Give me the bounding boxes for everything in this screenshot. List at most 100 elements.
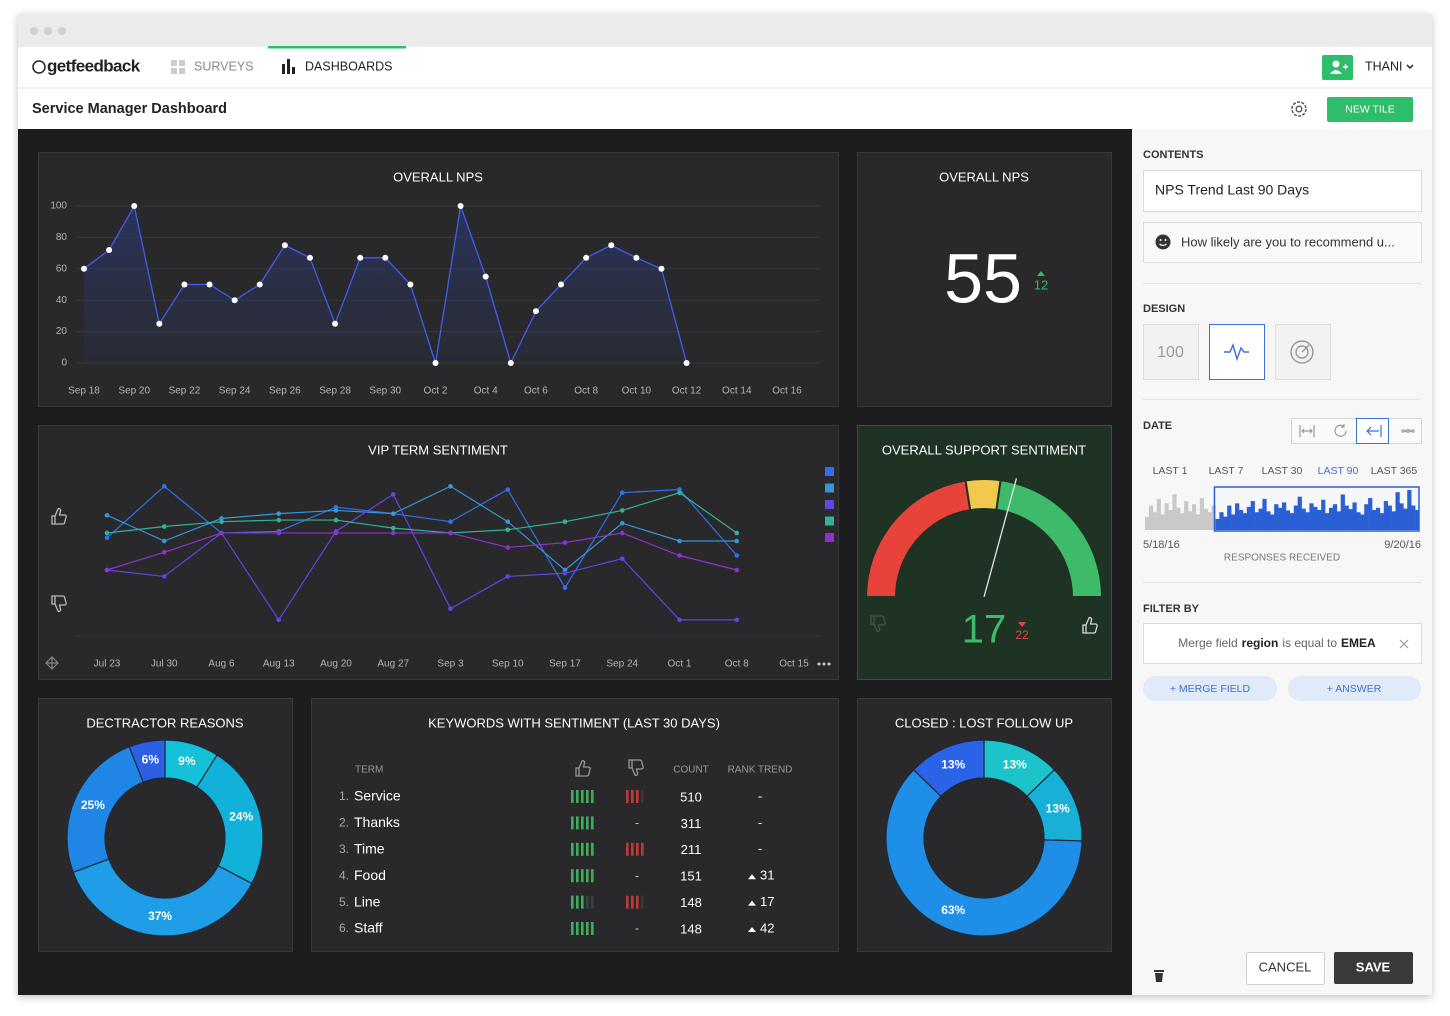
- date-range-option[interactable]: LAST 30: [1262, 465, 1303, 477]
- date-range-option[interactable]: LAST 7: [1209, 465, 1244, 477]
- cancel-button[interactable]: [1246, 952, 1325, 985]
- histogram-bar: [1407, 490, 1412, 530]
- histogram-bar: [1195, 514, 1201, 530]
- design-option[interactable]: [1275, 324, 1331, 380]
- meter-tick: [586, 790, 589, 803]
- histogram-bar: [1258, 508, 1263, 530]
- title-bar: [18, 14, 1432, 47]
- histogram-bar: [1399, 503, 1404, 530]
- histogram-bar: [1176, 507, 1181, 530]
- button-label[interactable]: + MERGE FIELD: [1170, 683, 1251, 695]
- column-header: COUNT: [673, 765, 709, 776]
- tile[interactable]: [38, 425, 839, 680]
- point: [734, 530, 740, 536]
- line: [106, 492, 738, 534]
- date-mode-all[interactable]: [1401, 429, 1415, 433]
- question-select[interactable]: [1143, 222, 1422, 263]
- user-menu-chevron[interactable]: [1406, 64, 1414, 70]
- point: [448, 519, 453, 524]
- legend-swatch: [825, 467, 834, 476]
- button-label[interactable]: + ANSWER: [1327, 683, 1382, 695]
- more-menu[interactable]: [817, 662, 831, 666]
- point: [357, 254, 364, 261]
- move-icon[interactable]: [45, 656, 59, 670]
- point: [583, 254, 590, 261]
- point: [562, 570, 568, 576]
- positive-meter: [571, 842, 594, 856]
- question[interactable]: How likely are you to recommend u...: [1181, 234, 1395, 249]
- window-dot[interactable]: [44, 27, 52, 35]
- donut-slice: [912, 739, 985, 798]
- histogram-bar: [1336, 511, 1342, 530]
- tile[interactable]: [311, 698, 839, 952]
- point: [505, 487, 511, 492]
- button-label[interactable]: SAVE: [1356, 959, 1391, 974]
- point: [104, 530, 110, 536]
- tile-name[interactable]: NPS Trend Last 90 Days: [1155, 182, 1309, 198]
- gauge-band: [964, 478, 1002, 512]
- date-range-option[interactable]: LAST 90: [1318, 465, 1359, 477]
- tile[interactable]: [857, 152, 1112, 407]
- design-option[interactable]: [1209, 324, 1265, 380]
- point: [619, 556, 625, 562]
- legend-swatch: [825, 483, 834, 493]
- nav-item[interactable]: SURVEYS: [194, 59, 254, 73]
- date-mode-rolling[interactable]: [1334, 424, 1347, 437]
- add-answer-button[interactable]: [1288, 676, 1421, 701]
- histogram-bar: [1415, 510, 1420, 530]
- histogram-bar: [1242, 513, 1248, 530]
- date-range-option[interactable]: LAST 1: [1153, 465, 1188, 477]
- delete-tile-icon[interactable]: [1154, 970, 1164, 982]
- new-tile-label[interactable]: NEW TILE: [1345, 103, 1394, 115]
- new-tile-button[interactable]: [1327, 97, 1413, 122]
- histogram-bar: [1250, 501, 1255, 530]
- text-input[interactable]: [1143, 170, 1422, 212]
- nav-item[interactable]: DASHBOARDS: [305, 59, 393, 73]
- design-gauge-icon[interactable]: [1290, 340, 1314, 364]
- point: [219, 519, 224, 524]
- point: [677, 617, 682, 623]
- add-user-button[interactable]: [1322, 55, 1353, 80]
- date-mode-range[interactable]: [1299, 425, 1315, 437]
- point: [482, 273, 489, 280]
- design-number-option[interactable]: 100: [1157, 344, 1184, 361]
- meter-tick: [586, 816, 589, 830]
- range-selection[interactable]: [1213, 486, 1420, 532]
- user-name[interactable]: THANI: [1365, 59, 1403, 73]
- histogram-bar: [1332, 504, 1338, 530]
- point: [677, 487, 682, 492]
- design-option[interactable]: [1143, 324, 1199, 380]
- meter-tick: [576, 842, 579, 856]
- window-dot[interactable]: [30, 27, 38, 35]
- point: [276, 517, 282, 523]
- remove-filter[interactable]: [1399, 639, 1409, 649]
- tile-title: OVERALL SUPPORT SENTIMENT: [882, 442, 1086, 457]
- filter-chip[interactable]: [1143, 623, 1422, 664]
- settings-icon[interactable]: [1291, 101, 1307, 117]
- point: [633, 254, 640, 261]
- design-trend-icon[interactable]: [1224, 342, 1249, 362]
- button-label[interactable]: CANCEL: [1259, 959, 1312, 974]
- y-tick-label: 20: [56, 326, 68, 337]
- date-range-option[interactable]: LAST 365: [1371, 465, 1418, 477]
- point: [505, 519, 511, 524]
- x-tick-label: Sep 30: [369, 386, 401, 397]
- meter-tick: [641, 895, 644, 909]
- user-icon: [1330, 60, 1348, 74]
- window-dot[interactable]: [58, 27, 66, 35]
- date-mode-since[interactable]: [1366, 425, 1382, 437]
- add-merge-field-button[interactable]: [1143, 676, 1277, 701]
- row-trend: -: [758, 815, 762, 830]
- logo[interactable]: getfeedback: [47, 56, 141, 75]
- point: [407, 281, 414, 288]
- histogram-bar: [1180, 513, 1185, 530]
- histogram-bar: [1309, 503, 1314, 530]
- save-button[interactable]: [1334, 952, 1413, 984]
- histogram-bar: [1215, 518, 1220, 530]
- point: [333, 504, 339, 510]
- row-trend: 31: [760, 868, 774, 883]
- meter-tick: [591, 816, 594, 830]
- tile[interactable]: [38, 152, 839, 407]
- point: [161, 574, 167, 579]
- filter-prefix: Merge field: [1178, 636, 1237, 650]
